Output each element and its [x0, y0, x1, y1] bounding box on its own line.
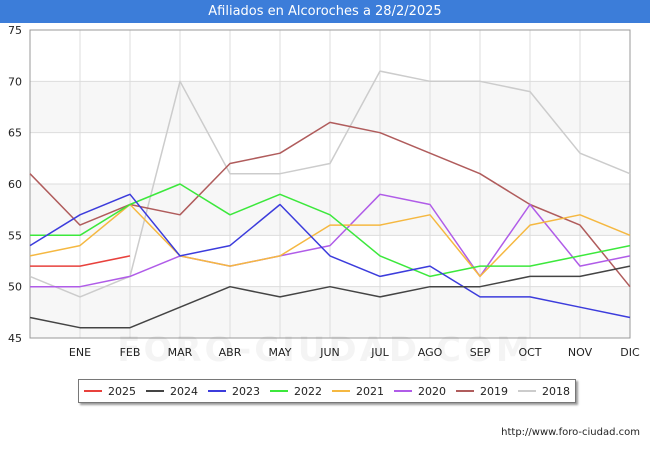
x-tick-label: JUL	[370, 346, 389, 359]
legend-item-2022: 2022	[270, 385, 322, 398]
source-url: http://www.foro-ciudad.com	[501, 427, 640, 438]
x-tick-label: FEB	[120, 346, 141, 359]
legend-swatch	[146, 390, 164, 392]
legend-item-2023: 2023	[208, 385, 260, 398]
y-tick-label: 50	[8, 281, 22, 294]
y-tick-label: 60	[8, 178, 22, 191]
x-tick-label: DIC	[620, 346, 640, 359]
legend-swatch	[394, 390, 412, 392]
plot-border	[29, 29, 631, 339]
chart-legend: 2025 2024 2023 2022 2021 2020 2019 2018	[78, 379, 576, 403]
series-line-2024	[29, 265, 631, 329]
y-tick-label: 45	[8, 332, 22, 345]
legend-swatch	[208, 390, 226, 392]
legend-swatch	[84, 390, 102, 392]
legend-label: 2020	[418, 384, 446, 398]
series-line-2020	[30, 193, 631, 288]
legend-swatch	[456, 390, 474, 392]
x-tick-label: OCT	[518, 346, 541, 359]
legend-label: 2023	[232, 384, 260, 398]
series-line-2022	[30, 183, 631, 278]
x-tick-label: ENE	[69, 346, 91, 359]
legend-swatch	[332, 390, 350, 392]
legend-item-2021: 2021	[332, 385, 384, 398]
y-tick-label: 55	[8, 229, 22, 242]
legend-label: 2021	[356, 384, 384, 398]
legend-item-2018: 2018	[518, 385, 570, 398]
chart-title: Afiliados en Alcoroches a 28/2/2025	[0, 0, 650, 23]
x-tick-label: MAY	[269, 346, 292, 359]
y-tick-label: 75	[8, 24, 22, 37]
line-chart: 45 50 55 60 65 70 75 ENE FEB MAR ABR MAY JUN JUL AGO SE…	[8, 24, 640, 359]
legend-item-2024: 2024	[146, 385, 198, 398]
legend-item-2025: 2025	[84, 385, 136, 398]
legend-swatch	[270, 390, 288, 392]
legend-swatch	[518, 390, 536, 392]
legend-label: 2019	[480, 384, 508, 398]
x-tick-label: MAR	[168, 346, 193, 359]
legend-item-2020: 2020	[394, 385, 446, 398]
x-tick-label: SEP	[470, 346, 491, 359]
watermark: FORO-CIUDAD.COM	[0, 330, 650, 370]
y-tick-label: 70	[8, 75, 22, 88]
legend-item-2019: 2019	[456, 385, 508, 398]
x-tick-label: ABR	[219, 346, 242, 359]
legend-label: 2025	[108, 384, 136, 398]
legend-label: 2024	[170, 384, 198, 398]
x-tick-label: AGO	[418, 346, 443, 359]
series-line-2025	[30, 255, 131, 267]
series-line-2023	[29, 193, 631, 319]
legend-label: 2018	[542, 384, 570, 398]
y-tick-label: 65	[8, 127, 22, 140]
legend-label: 2022	[294, 384, 322, 398]
x-tick-label: JUN	[319, 346, 340, 359]
x-tick-label: NOV	[568, 346, 593, 359]
